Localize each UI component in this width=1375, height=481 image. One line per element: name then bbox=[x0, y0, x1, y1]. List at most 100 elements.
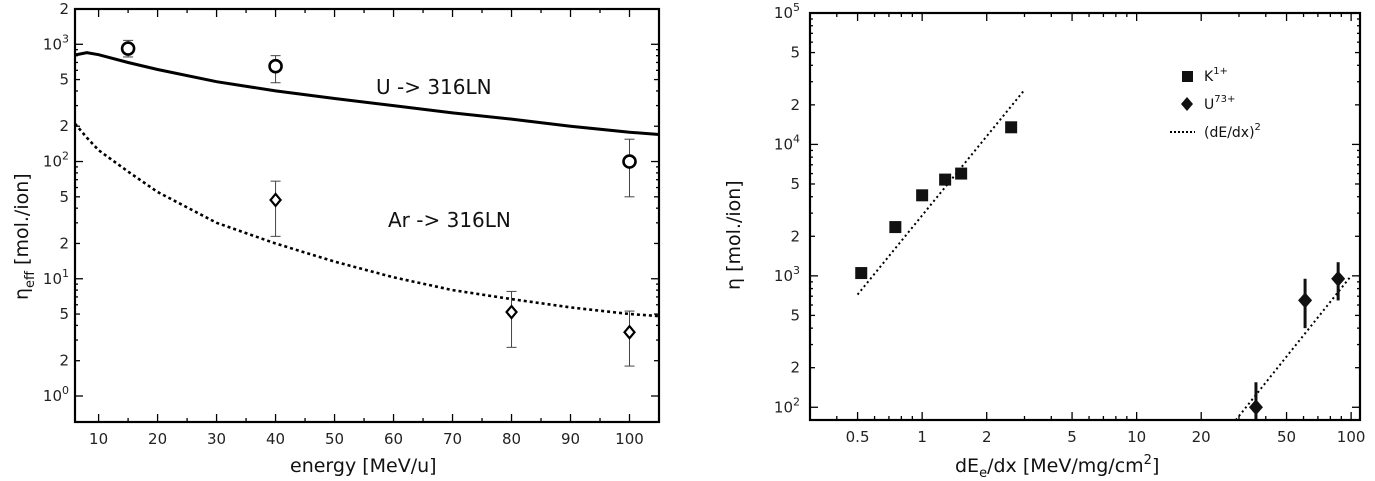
right-u-point bbox=[1248, 399, 1263, 416]
right-y-axis-label: η [mol./ion] bbox=[723, 180, 745, 290]
right-x-tick-label: 2 bbox=[982, 428, 992, 446]
legend-label-text: U bbox=[1204, 97, 1214, 113]
left-y-tick-label-text: 5 bbox=[59, 71, 69, 89]
right-y-tick-label-text: 5 bbox=[790, 44, 800, 62]
right-x-label-pre: dE bbox=[955, 455, 979, 477]
right-k-point bbox=[955, 167, 968, 180]
left-y-tick-label: 102 bbox=[43, 150, 69, 171]
left-y-label-sub: eff bbox=[23, 270, 38, 288]
left-x-tick-label: 100 bbox=[615, 430, 644, 448]
legend-square-icon bbox=[1182, 71, 1193, 82]
legend-label: (dE/dx)2 bbox=[1204, 122, 1261, 141]
right-y-tick-label-text: 10 bbox=[774, 135, 793, 153]
left-y-label-rest: [mol./ion] bbox=[11, 173, 33, 271]
left-x-tick-label: 10 bbox=[89, 430, 108, 448]
left-x-axis-label: energy [MeV/u] bbox=[290, 455, 437, 477]
left-y-tick-label-text: 10 bbox=[43, 153, 62, 171]
right-x-tick-label: 5 bbox=[1067, 428, 1077, 446]
left-y-tick-label-exp: 0 bbox=[62, 384, 69, 397]
left-y-tick-label: 100 bbox=[43, 384, 69, 405]
right-y-tick-label-exp: 4 bbox=[793, 132, 800, 145]
legend-label-sup: 73+ bbox=[1214, 94, 1235, 105]
left-annotation-u: U -> 316LN bbox=[376, 75, 492, 99]
right-u-point bbox=[1331, 270, 1346, 287]
right-x-label-sub: e bbox=[979, 466, 987, 481]
left-y-tick-label-text: 10 bbox=[43, 270, 62, 288]
left-u-point bbox=[622, 154, 637, 169]
right-k-point bbox=[939, 173, 952, 186]
right-data bbox=[855, 89, 1352, 421]
right-scaling-line bbox=[1235, 275, 1352, 421]
left-annotation-ar: Ar -> 316LN bbox=[388, 208, 511, 232]
left-y-tick-label: 2 bbox=[59, 352, 69, 370]
right-x-label-post: /dx [MeV/mg/cm bbox=[987, 455, 1144, 477]
left-y-tick-label-text: 2 bbox=[59, 117, 69, 135]
legend-diamond-icon bbox=[1181, 97, 1193, 111]
left-y-label-eta: η bbox=[11, 288, 33, 300]
left-y-tick-label-text: 10 bbox=[43, 387, 62, 405]
right-y-tick-label-text: 10 bbox=[774, 4, 793, 22]
left-ar-point bbox=[269, 192, 282, 208]
left-u-point bbox=[268, 58, 283, 74]
left-y-tick-label-text: 10 bbox=[43, 35, 62, 53]
right-ticks bbox=[809, 12, 1360, 420]
right-y-tick-label: 2 bbox=[790, 96, 800, 114]
right-x-tick-label: 50 bbox=[1277, 428, 1296, 446]
right-y-tick-label-text: 5 bbox=[790, 175, 800, 193]
left-ar-point bbox=[623, 324, 636, 340]
right-x-tick-label: 20 bbox=[1192, 428, 1211, 446]
right-x-tick-label: 100 bbox=[1337, 428, 1366, 446]
left-x-tick-label: 80 bbox=[502, 430, 521, 448]
left-x-tick-label: 20 bbox=[148, 430, 167, 448]
right-y-tick-label-text: 10 bbox=[774, 398, 793, 416]
left-y-tick-label-text: 2 bbox=[59, 0, 69, 18]
legend-label-sup: 1+ bbox=[1213, 66, 1228, 77]
right-y-tick-label-exp: 3 bbox=[793, 264, 800, 277]
left-x-tick-label: 70 bbox=[443, 430, 462, 448]
right-y-tick-label-text: 2 bbox=[790, 359, 800, 377]
right-y-tick-label-text: 10 bbox=[774, 267, 793, 285]
right-x-tick-label: 0.5 bbox=[846, 428, 870, 446]
right-y-tick-label-exp: 5 bbox=[793, 1, 800, 14]
right-scaling-line bbox=[856, 89, 1026, 296]
right-legend: K1+ U73+ (dE/dx)2 bbox=[1170, 66, 1261, 141]
right-y-tick-label-text: 5 bbox=[790, 306, 800, 324]
left-y-tick-label: 103 bbox=[43, 32, 69, 53]
right-plot-frame bbox=[808, 11, 1362, 422]
left-y-tick-label-exp: 2 bbox=[62, 150, 69, 163]
left-y-tick-label: 2 bbox=[59, 117, 69, 135]
right-u-point bbox=[1298, 292, 1313, 309]
right-y-tick-label-exp: 2 bbox=[793, 395, 800, 408]
left-dotted-curve bbox=[74, 122, 660, 318]
right-y-tick-label: 5 bbox=[790, 44, 800, 62]
right-y-tick-label: 5 bbox=[790, 306, 800, 324]
left-y-tick-label: 101 bbox=[43, 267, 69, 288]
legend-label-sup: 2 bbox=[1255, 122, 1261, 133]
left-y-tick-label: 2 bbox=[59, 0, 69, 18]
left-chart: 10 20 30 40 50 60 70 80 90 1001002510125102251032… bbox=[11, 0, 661, 477]
right-y-tick-label: 105 bbox=[774, 1, 800, 22]
left-x-tick-label: 30 bbox=[207, 430, 226, 448]
legend-label: U73+ bbox=[1204, 94, 1235, 113]
left-y-axis-label: ηeff [mol./ion] bbox=[11, 173, 38, 300]
right-x-label-end: ] bbox=[1152, 455, 1159, 477]
left-y-tick-label-text: 2 bbox=[59, 234, 69, 252]
right-y-tick-label: 104 bbox=[774, 132, 800, 153]
left-y-tick-label-exp: 1 bbox=[62, 267, 69, 280]
left-x-tick-label: 60 bbox=[384, 430, 403, 448]
left-solid-curve bbox=[74, 51, 660, 136]
left-x-tick-label: 50 bbox=[325, 430, 344, 448]
legend-label-text: (dE/dx) bbox=[1204, 125, 1255, 141]
right-y-tick-label: 2 bbox=[790, 359, 800, 377]
left-y-tick-label: 5 bbox=[59, 188, 69, 206]
right-y-tick-label: 2 bbox=[790, 227, 800, 245]
right-x-tick-label: 10 bbox=[1127, 428, 1146, 446]
left-y-tick-label: 2 bbox=[59, 234, 69, 252]
legend-label: K1+ bbox=[1204, 66, 1228, 85]
right-y-tick-label: 5 bbox=[790, 175, 800, 193]
left-y-tick-label: 5 bbox=[59, 305, 69, 323]
left-y-tick-label-text: 5 bbox=[59, 305, 69, 323]
